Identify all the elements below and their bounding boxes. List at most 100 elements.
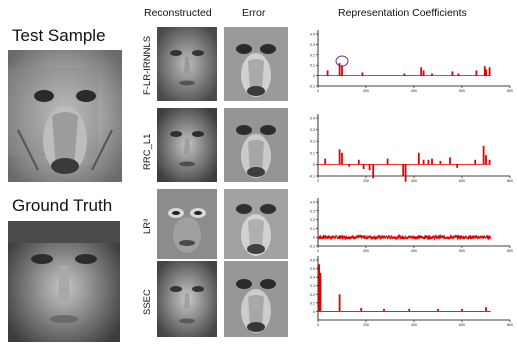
y-tick-label: 0.6: [310, 259, 315, 263]
test-sample-label: Test Sample: [12, 26, 106, 45]
y-tick-label: 0.3: [310, 209, 315, 213]
y-tick-label: 0.2: [310, 218, 315, 222]
y-tick-label: 0.1: [310, 151, 315, 155]
coefficient-bar: [319, 272, 322, 312]
x-tick-label: 0: [317, 249, 319, 253]
x-tick-label: 600: [459, 323, 465, 327]
coefficient-bar: [338, 294, 341, 312]
coefficient-bar: [348, 164, 351, 167]
coefficient-bar: [362, 164, 365, 170]
coefficient-bar: [372, 164, 375, 179]
highlight-circle: [335, 55, 349, 67]
coefficient-bar: [361, 72, 364, 76]
coefficient-bar: [368, 164, 371, 171]
reconstructed-image-1: [157, 27, 217, 101]
coefficient-bar: [357, 159, 360, 165]
y-tick-label: 0: [313, 310, 315, 314]
error-header: Error: [242, 7, 266, 19]
coefficient-bar: [488, 159, 491, 165]
coefficient-bar: [408, 308, 411, 312]
coefficient-bar: [326, 70, 329, 76]
error-image-1: [224, 27, 288, 101]
coefficient-bar: [431, 73, 433, 76]
x-tick-label: 800: [507, 89, 513, 93]
coefficient-bar: [451, 71, 454, 76]
coefficient-bar: [483, 66, 486, 76]
coefficient-bar: [404, 164, 407, 182]
error-image-2: [224, 108, 288, 182]
coefficient-bar: [338, 63, 341, 76]
method-label-lr3: LR³: [142, 218, 153, 234]
coefficient-bar: [457, 73, 460, 76]
coefficient-bar: [403, 73, 406, 76]
coefficient-bar: [360, 308, 363, 312]
coefficient-bar: [439, 160, 442, 165]
y-tick-label: 0.4: [310, 276, 315, 280]
x-tick-label: 400: [411, 323, 417, 327]
y-tick-label: 0.4: [310, 201, 315, 205]
coefficient-bar: [437, 308, 439, 312]
x-tick-label: 600: [459, 249, 465, 253]
coefficient-bar: [338, 149, 341, 165]
x-tick-label: 200: [363, 323, 369, 327]
error-image-3: [224, 189, 288, 259]
method-label-ssec: SSEC: [142, 289, 153, 315]
x-tick-label: 800: [507, 179, 513, 183]
coefficient-bar: [324, 158, 327, 165]
y-tick-label: -0.1: [309, 85, 315, 89]
y-tick-label: 0.2: [310, 53, 315, 57]
coefficient-bar: [427, 159, 430, 165]
coefficient-bar: [422, 159, 425, 165]
x-tick-label: 400: [411, 89, 417, 93]
coefficient-bar: [431, 158, 433, 165]
y-tick-label: 0.2: [310, 140, 315, 144]
coefficient-bar: [417, 152, 420, 165]
reconstructed-image-3: [157, 189, 217, 259]
coefficient-bar: [402, 164, 405, 176]
x-tick-label: 600: [459, 179, 465, 183]
method-label-f-lr-irnnls: F-LR-IRNNLS: [142, 35, 153, 95]
y-tick-label: 0: [313, 163, 315, 167]
coefficient-bar: [461, 308, 463, 312]
coefficient-bar: [485, 155, 487, 165]
coefficient-bar: [449, 157, 451, 165]
coefficient-plot-lr3: 0.40.30.20.10-0.10 200 400 600 800: [309, 198, 513, 253]
method-label-rrc-l1: RRC_L1: [142, 133, 153, 170]
y-tick-label: -0.1: [309, 245, 315, 249]
coefficient-bar: [422, 70, 425, 76]
ground-truth-image: [8, 221, 120, 342]
x-tick-label: 400: [411, 179, 417, 183]
x-tick-label: 0: [317, 179, 319, 183]
y-tick-label: 0.5: [310, 267, 315, 271]
y-tick-label: 0.1: [310, 227, 315, 231]
reconstructed-image-2: [157, 108, 217, 182]
coefficient-bar: [485, 307, 487, 312]
error-image-4: [224, 261, 288, 337]
x-tick-label: 800: [507, 249, 513, 253]
coefficient-bar: [485, 69, 487, 76]
y-tick-label: 0.4: [310, 117, 315, 121]
y-tick-label: 0: [313, 74, 315, 78]
y-tick-label: -0.1: [309, 175, 315, 179]
coefficient-bar: [318, 264, 321, 312]
x-tick-label: 400: [411, 249, 417, 253]
x-tick-label: 200: [363, 179, 369, 183]
coefficient-plot-ssec: 0.6 0.5 0.4 0.3 0.2 0.1 0 0 200 400 600 800: [310, 256, 513, 327]
coefficients-header: Representation Coefficients: [338, 7, 467, 19]
coefficient-bar: [341, 152, 343, 165]
coefficient-bar: [456, 164, 459, 168]
y-tick-label: 0.1: [310, 301, 315, 305]
x-tick-label: 800: [507, 323, 513, 327]
coefficient-bar: [488, 67, 491, 76]
y-tick-label: 0.3: [310, 43, 315, 47]
y-tick-label: 0: [313, 236, 315, 240]
x-tick-label: 600: [459, 89, 465, 93]
reconstructed-image-4: [157, 261, 217, 337]
coefficient-series: [317, 233, 491, 241]
coefficient-bar: [474, 159, 477, 165]
coefficient-bar: [383, 308, 385, 312]
coefficient-bar: [386, 158, 389, 165]
coefficient-plot-rrc-l1: 0.40.30.20.10-0.10 200 400 600 800: [309, 114, 513, 183]
ground-truth-label: Ground Truth: [12, 196, 113, 215]
test-sample-image: [8, 50, 122, 182]
